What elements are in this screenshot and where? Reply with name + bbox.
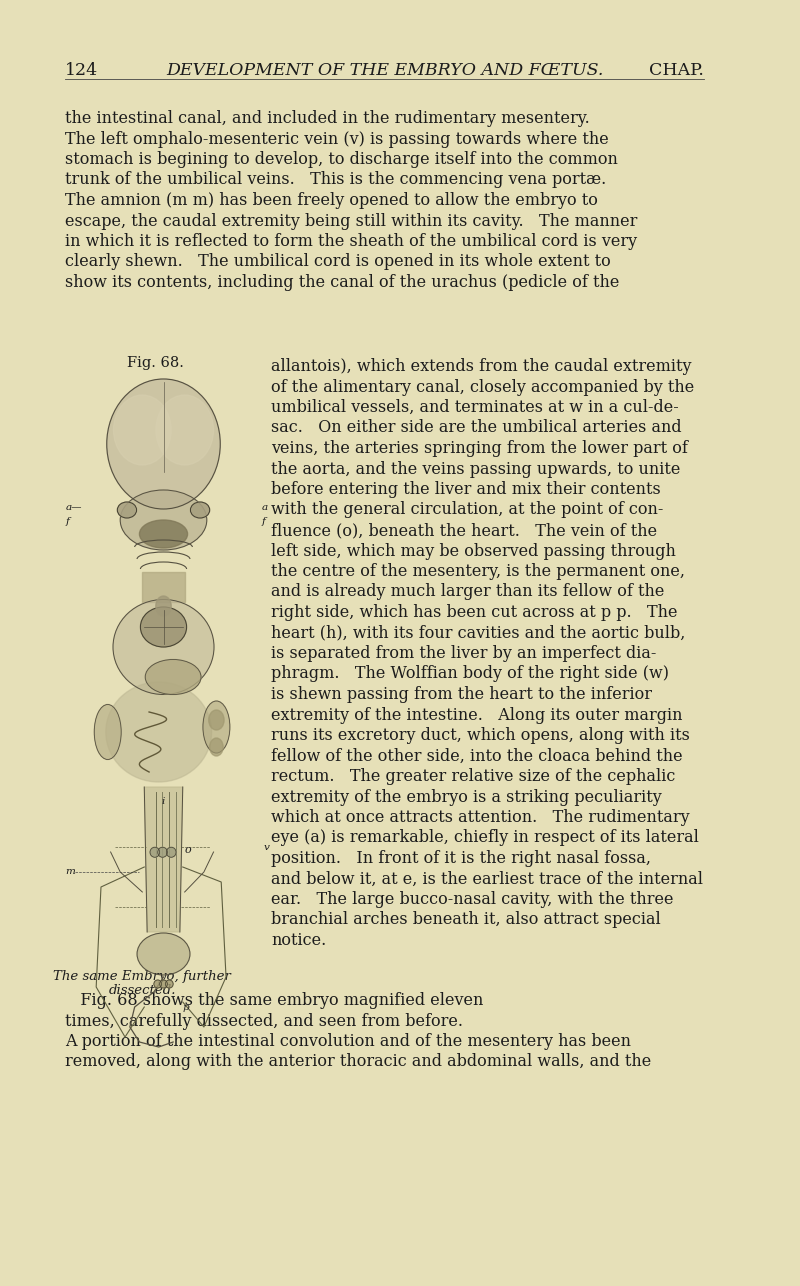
Text: sac.   On either side are the umbilical arteries and: sac. On either side are the umbilical ar… <box>271 419 682 436</box>
Circle shape <box>150 847 160 858</box>
Text: runs its excretory duct, which opens, along with its: runs its excretory duct, which opens, al… <box>271 727 690 745</box>
Text: a: a <box>262 504 268 513</box>
Text: CHAP.: CHAP. <box>649 62 704 78</box>
Text: extremity of the embryo is a striking peculiarity: extremity of the embryo is a striking pe… <box>271 788 662 805</box>
Text: The same Embryo, further: The same Embryo, further <box>54 970 231 983</box>
Text: escape, the caudal extremity being still within its cavity.   The manner: escape, the caudal extremity being still… <box>66 212 638 229</box>
Text: clearly shewn.   The umbilical cord is opened in its whole extent to: clearly shewn. The umbilical cord is ope… <box>66 253 611 270</box>
Text: v: v <box>263 842 270 851</box>
Ellipse shape <box>156 595 171 616</box>
Text: position.   In front of it is the right nasal fossa,: position. In front of it is the right na… <box>271 850 651 867</box>
Ellipse shape <box>139 520 187 548</box>
Text: p: p <box>182 1003 190 1012</box>
Ellipse shape <box>141 607 186 647</box>
Text: phragm.   The Wolffian body of the right side (w): phragm. The Wolffian body of the right s… <box>271 665 670 683</box>
Text: extremity of the intestine.   Along its outer margin: extremity of the intestine. Along its ou… <box>271 706 682 724</box>
Text: The amnion (m m) has been freely opened to allow the embryo to: The amnion (m m) has been freely opened … <box>66 192 598 210</box>
Text: left side, which may be observed passing through: left side, which may be observed passing… <box>271 543 676 559</box>
Ellipse shape <box>190 502 210 518</box>
Text: of the alimentary canal, closely accompanied by the: of the alimentary canal, closely accompa… <box>271 378 694 396</box>
Text: Fig. 68 shows the same embryo magnified eleven: Fig. 68 shows the same embryo magnified … <box>66 992 484 1010</box>
Ellipse shape <box>114 395 171 466</box>
Ellipse shape <box>209 710 224 730</box>
Text: A portion of the intestinal convolution and of the mesentery has been: A portion of the intestinal convolution … <box>66 1033 631 1049</box>
Text: is separated from the liver by an imperfect dia-: is separated from the liver by an imperf… <box>271 646 657 662</box>
Text: fellow of the other side, into the cloaca behind the: fellow of the other side, into the cloac… <box>271 747 683 764</box>
Text: i: i <box>162 797 165 806</box>
Ellipse shape <box>106 379 220 509</box>
Text: and is already much larger than its fellow of the: and is already much larger than its fell… <box>271 584 665 601</box>
Text: eye (a) is remarkable, chiefly in respect of its lateral: eye (a) is remarkable, chiefly in respec… <box>271 829 699 846</box>
Polygon shape <box>144 787 182 932</box>
Circle shape <box>166 980 173 988</box>
Text: umbilical vessels, and terminates at w in a cul-de-: umbilical vessels, and terminates at w i… <box>271 399 679 415</box>
Text: Fig. 68.: Fig. 68. <box>127 356 184 370</box>
Text: The left omphalo-mesenteric vein (v) is passing towards where the: The left omphalo-mesenteric vein (v) is … <box>66 130 609 148</box>
Text: which at once attracts attention.   The rudimentary: which at once attracts attention. The ru… <box>271 809 690 826</box>
Text: before entering the liver and mix their contents: before entering the liver and mix their … <box>271 481 661 498</box>
Text: the centre of the mesentery, is the permanent one,: the centre of the mesentery, is the perm… <box>271 563 686 580</box>
Text: m: m <box>66 868 75 877</box>
Circle shape <box>160 980 167 988</box>
Text: times, carefully dissected, and seen from before.: times, carefully dissected, and seen fro… <box>66 1012 463 1030</box>
Text: removed, along with the anterior thoracic and abdominal walls, and the: removed, along with the anterior thoraci… <box>66 1053 652 1070</box>
Text: dissected.: dissected. <box>109 984 176 997</box>
Text: rectum.   The greater relative size of the cephalic: rectum. The greater relative size of the… <box>271 768 676 784</box>
Ellipse shape <box>120 490 206 550</box>
Text: show its contents, including the canal of the urachus (pedicle of the: show its contents, including the canal o… <box>66 274 620 291</box>
Ellipse shape <box>137 934 190 975</box>
Text: is shewn passing from the heart to the inferior: is shewn passing from the heart to the i… <box>271 685 652 703</box>
Ellipse shape <box>94 705 121 760</box>
Text: right side, which has been cut across at p p.   The: right side, which has been cut across at… <box>271 604 678 621</box>
Text: and below it, at e, is the earliest trace of the internal: and below it, at e, is the earliest trac… <box>271 871 703 887</box>
Circle shape <box>154 980 162 988</box>
Text: the aorta, and the veins passing upwards, to unite: the aorta, and the veins passing upwards… <box>271 460 681 477</box>
Text: in which it is reflected to form the sheath of the umbilical cord is very: in which it is reflected to form the she… <box>66 233 638 249</box>
Text: a—: a— <box>66 504 82 513</box>
Ellipse shape <box>118 502 137 518</box>
Text: allantois), which extends from the caudal extremity: allantois), which extends from the cauda… <box>271 358 692 376</box>
Text: stomach is begining to develop, to discharge itself into the common: stomach is begining to develop, to disch… <box>66 150 618 168</box>
Text: trunk of the umbilical veins.   This is the commencing vena portæ.: trunk of the umbilical veins. This is th… <box>66 171 606 189</box>
Text: ear.   The large bucco-nasal cavity, with the three: ear. The large bucco-nasal cavity, with … <box>271 891 674 908</box>
Text: f: f <box>262 517 266 526</box>
Polygon shape <box>142 572 185 602</box>
Text: o: o <box>185 845 191 855</box>
Ellipse shape <box>106 682 211 782</box>
Text: branchial arches beneath it, also attract special: branchial arches beneath it, also attrac… <box>271 912 661 928</box>
Text: DEVELOPMENT OF THE EMBRYO AND FŒTUS.: DEVELOPMENT OF THE EMBRYO AND FŒTUS. <box>166 62 603 78</box>
Ellipse shape <box>203 701 230 754</box>
Text: f: f <box>66 517 70 526</box>
Circle shape <box>166 847 176 858</box>
Text: fluence (o), beneath the heart.   The vein of the: fluence (o), beneath the heart. The vein… <box>271 522 658 539</box>
Circle shape <box>158 847 167 858</box>
Text: with the general circulation, at the point of con-: with the general circulation, at the poi… <box>271 502 664 518</box>
Ellipse shape <box>146 660 201 694</box>
Text: veins, the arteries springing from the lower part of: veins, the arteries springing from the l… <box>271 440 688 457</box>
Text: 124: 124 <box>66 62 98 78</box>
Text: notice.: notice. <box>271 932 326 949</box>
Text: heart (h), with its four cavities and the aortic bulb,: heart (h), with its four cavities and th… <box>271 625 686 642</box>
Ellipse shape <box>156 395 214 466</box>
Text: the intestinal canal, and included in the rudimentary mesentery.: the intestinal canal, and included in th… <box>66 111 590 127</box>
Ellipse shape <box>113 599 214 694</box>
Ellipse shape <box>210 738 223 756</box>
